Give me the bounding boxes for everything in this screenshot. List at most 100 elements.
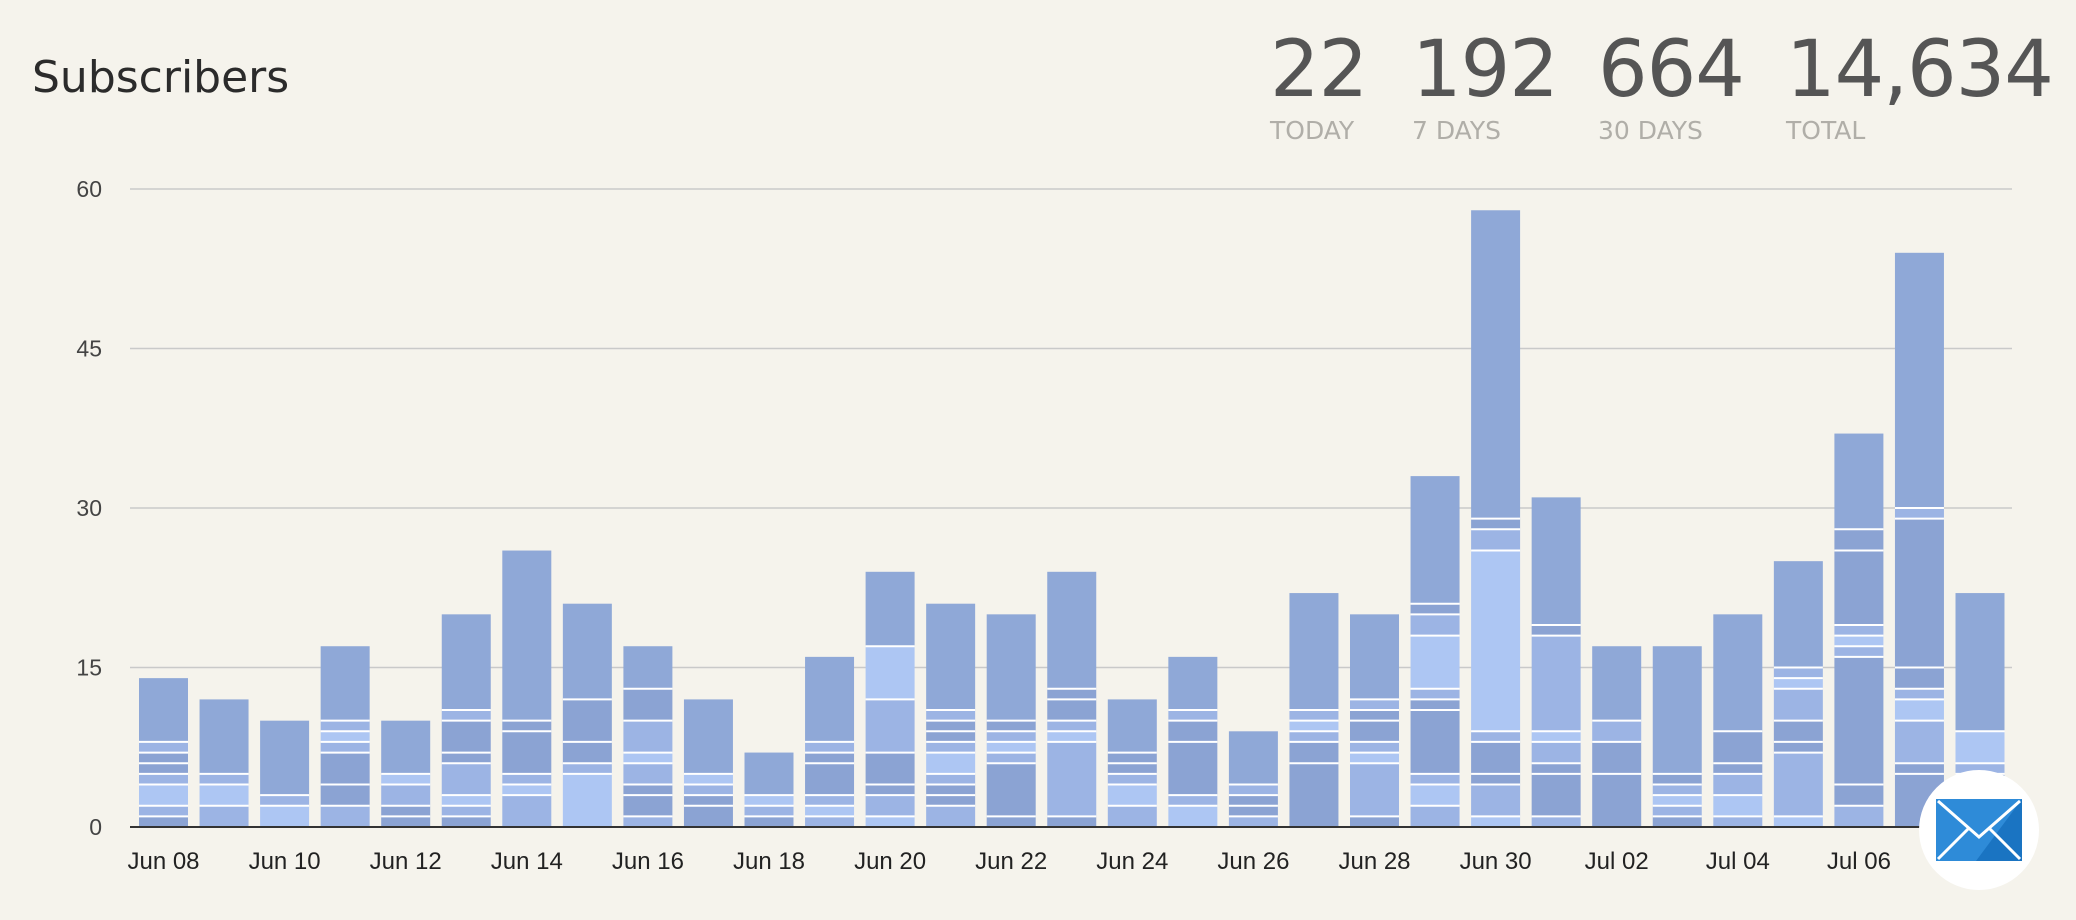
bar-segment (139, 741, 188, 753)
bar-segment (1410, 805, 1460, 827)
x-tick-label: Jun 28 (1338, 848, 1410, 875)
bar-segment (865, 752, 915, 785)
bar-segment (744, 752, 794, 796)
bar-segment (1894, 720, 1944, 764)
bar-segment (1773, 667, 1823, 679)
bar-segment (744, 795, 794, 806)
bar-segment (1168, 741, 1218, 796)
bar-segment (1652, 773, 1702, 785)
bar-segment (1894, 508, 1944, 519)
bar-segment (1047, 699, 1097, 721)
bar-segment (1592, 741, 1642, 774)
bar-segment (1350, 699, 1399, 711)
bar-segment (986, 763, 1036, 817)
bar-segment (1834, 550, 1884, 625)
x-tick-label: Jun 14 (491, 848, 563, 875)
bar-segment (865, 646, 915, 700)
bar-segment (320, 805, 370, 827)
bar-segment (623, 763, 673, 785)
bar-segment (865, 571, 915, 647)
bar-segment (1168, 720, 1218, 742)
bar-segment (441, 614, 491, 711)
bar-segment (1471, 550, 1521, 732)
bar-segment (865, 784, 915, 796)
bar-segment (1592, 773, 1642, 827)
bar-segment (683, 773, 733, 785)
bar-segment (1652, 646, 1702, 774)
bar-segment (1531, 731, 1581, 742)
bar-segment (1350, 710, 1399, 721)
bar-segment (1652, 784, 1702, 796)
y-tick-label: 60 (76, 176, 102, 202)
bar-segment (683, 784, 733, 796)
bar-segment (683, 795, 733, 806)
bar-segment (199, 784, 249, 806)
bar-segment (1471, 784, 1521, 817)
bar-segment (1773, 688, 1823, 721)
stat-label: 30 DAYS (1598, 116, 1703, 145)
bar-segment (986, 741, 1036, 753)
x-tick-label: Jun 10 (249, 848, 321, 875)
stat-30-days: 664 30 DAYS (1598, 22, 1745, 145)
bar-segment (320, 752, 370, 785)
bar-segment (1107, 752, 1157, 764)
bar-segment (1834, 646, 1884, 657)
bar-segment (320, 731, 370, 742)
bar-segment (926, 795, 976, 806)
bar-segment (1773, 720, 1823, 742)
bar-segment (1471, 741, 1521, 774)
envelope-icon (1936, 799, 2022, 861)
bar-segment (441, 710, 491, 721)
bar-segment (381, 784, 431, 806)
bar-segment (1047, 688, 1097, 700)
bar-segment (562, 773, 612, 827)
bar-segment (1350, 741, 1399, 753)
stat-label: TODAY (1270, 116, 1355, 145)
bar-segment (1592, 720, 1642, 742)
bar-segment (926, 773, 976, 785)
x-tick-label: Jun 16 (612, 848, 684, 875)
x-tick-label: Jul 06 (1827, 848, 1891, 875)
bar-segment (1531, 741, 1581, 764)
bar-segment (320, 720, 370, 732)
bar-segment (1773, 752, 1823, 817)
bar-segment (1894, 699, 1944, 721)
bar-segment (1289, 720, 1339, 732)
bar-segment (1047, 720, 1097, 732)
bar-segment (381, 720, 431, 774)
email-button[interactable] (1919, 770, 2039, 890)
bar-segment (441, 752, 491, 764)
bar-segment (139, 816, 188, 827)
bar-segment (926, 752, 976, 774)
stat-value: 664 (1598, 25, 1745, 115)
bar-segment (683, 699, 733, 774)
bar-segment (1410, 699, 1460, 711)
bar-segment (1228, 805, 1278, 817)
bar-segment (1652, 795, 1702, 806)
bar-segment (1834, 433, 1884, 530)
bar-segment (926, 603, 976, 711)
bar-segment (441, 720, 491, 753)
x-tick-label: Jun 24 (1096, 848, 1168, 875)
bar-segment (1410, 784, 1460, 806)
bar-segment (1834, 784, 1884, 806)
y-tick-label: 15 (76, 655, 102, 681)
bar-segment (502, 550, 552, 721)
x-tick-label: Jun 26 (1217, 848, 1289, 875)
bar-segment (805, 763, 855, 796)
bar-segment (1894, 763, 1944, 774)
bar-segment (1471, 816, 1521, 827)
bar-segment (441, 816, 491, 827)
bar-segment (260, 805, 310, 827)
bar-segment (1471, 210, 1521, 519)
x-tick-label: Jun 30 (1460, 848, 1532, 875)
bar-segment (623, 720, 673, 753)
bar-segment (623, 646, 673, 689)
bar-segment (986, 816, 1036, 827)
bar-segment (623, 784, 673, 796)
bar-segment (139, 752, 188, 764)
bar-segment (1834, 805, 1884, 827)
bar-segment (1713, 614, 1763, 732)
bar-segment (320, 646, 370, 721)
